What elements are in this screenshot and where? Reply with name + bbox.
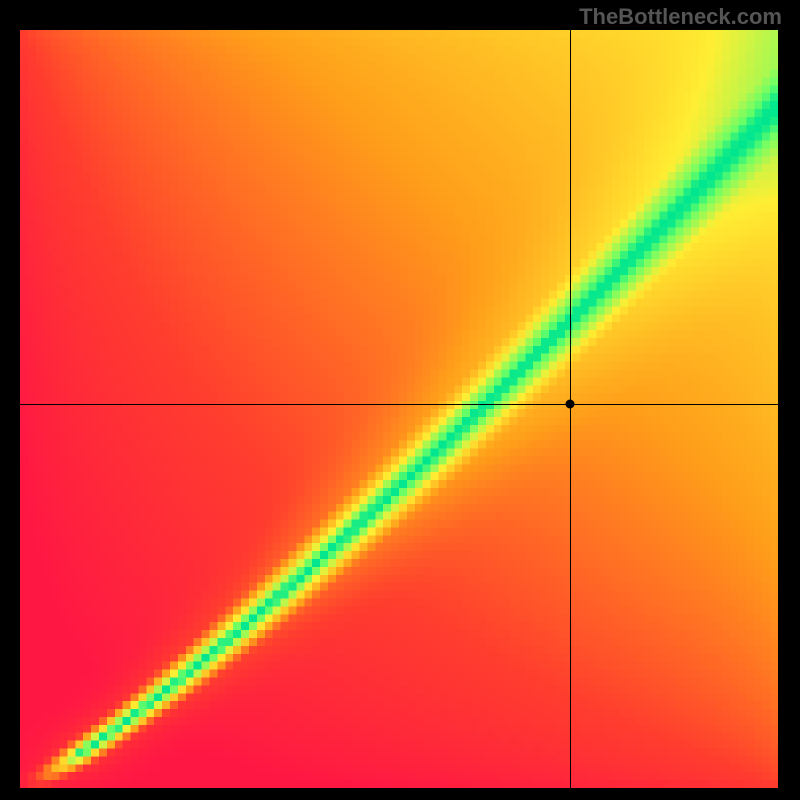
heatmap-canvas <box>20 30 778 788</box>
heatmap-plot <box>20 30 778 788</box>
watermark-text: TheBottleneck.com <box>579 4 782 30</box>
